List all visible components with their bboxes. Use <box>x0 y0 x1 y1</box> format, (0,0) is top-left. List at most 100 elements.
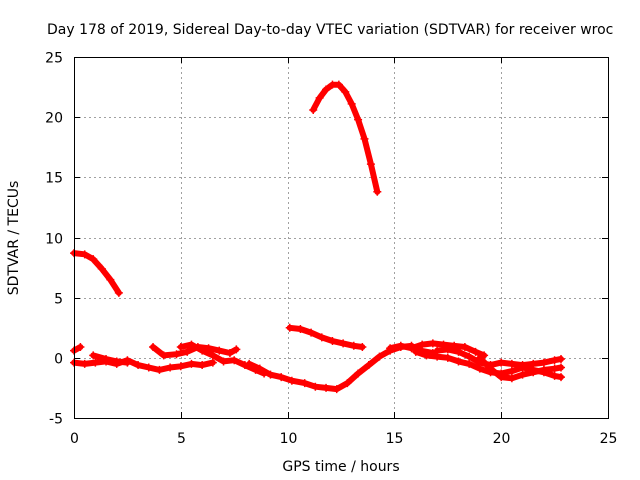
data-point <box>475 353 484 362</box>
data-point <box>341 87 350 96</box>
data-point <box>539 365 548 374</box>
data-point <box>497 358 506 367</box>
data-point <box>411 347 420 356</box>
data-point <box>198 361 207 370</box>
data-point <box>187 340 196 349</box>
data-point <box>334 80 343 89</box>
data-point <box>76 343 85 352</box>
data-point <box>486 364 495 373</box>
data-point <box>443 353 452 362</box>
data-point <box>428 339 437 348</box>
data-point <box>460 343 469 352</box>
y-tick-label: 25 <box>45 51 63 67</box>
data-point <box>347 99 356 108</box>
y-tick-label: 0 <box>54 352 63 368</box>
data-point <box>215 346 224 355</box>
y-tick-label: -5 <box>49 412 63 428</box>
data-point <box>358 343 367 352</box>
data-point <box>550 371 559 380</box>
data-point <box>232 345 241 354</box>
data-point <box>287 376 296 385</box>
data-point <box>245 359 254 368</box>
y-axis-title: SDTVAR / TECUs <box>6 181 22 296</box>
data-point <box>106 275 115 284</box>
data-point <box>166 363 175 372</box>
data-point <box>80 250 89 259</box>
x-axis-title: GPS time / hours <box>282 459 399 475</box>
y-tick-label: 10 <box>45 232 63 248</box>
data-point <box>208 351 217 360</box>
y-tick-label: 15 <box>45 171 63 187</box>
series-arc-early-high <box>70 249 123 297</box>
data-point <box>230 356 239 365</box>
data-point <box>102 355 111 364</box>
data-point <box>266 370 275 379</box>
series-line <box>387 340 488 359</box>
data-point <box>443 345 452 354</box>
data-point <box>550 364 559 373</box>
data-point <box>465 359 474 368</box>
data-point <box>277 373 286 382</box>
data-point <box>465 352 474 361</box>
data-point <box>285 323 294 332</box>
data-point <box>219 357 228 366</box>
data-point <box>433 346 442 355</box>
data-point <box>159 351 168 360</box>
data-point <box>354 369 363 378</box>
data-point <box>507 359 516 368</box>
data-point <box>557 355 566 364</box>
data-point <box>407 344 416 353</box>
data-point <box>225 349 234 358</box>
x-tick-label: 10 <box>280 431 298 447</box>
data-point <box>176 362 185 371</box>
data-point <box>91 358 100 367</box>
data-point <box>418 340 427 349</box>
data-point <box>422 351 431 360</box>
data-point <box>343 379 352 388</box>
data-point <box>454 347 463 356</box>
data-point <box>296 324 305 333</box>
data-point <box>149 343 158 352</box>
data-point <box>311 382 320 391</box>
data-point <box>386 344 395 353</box>
y-tick-label: 20 <box>45 111 63 127</box>
data-point <box>328 336 337 345</box>
data-point <box>309 105 318 114</box>
data-series-group <box>70 80 566 394</box>
data-point <box>497 373 506 382</box>
series-arc-mid-lower <box>176 340 269 378</box>
data-point <box>339 339 348 348</box>
data-point <box>176 343 185 352</box>
x-tick-label: 20 <box>493 431 511 447</box>
data-point <box>332 385 341 394</box>
chart-title: Day 178 of 2019, Sidereal Day-to-day VTE… <box>47 22 613 38</box>
data-point <box>112 357 121 366</box>
y-tick-label: 5 <box>54 292 63 308</box>
data-point <box>364 361 373 370</box>
series-line <box>90 352 131 366</box>
series-arc-late-d <box>475 353 566 383</box>
data-point <box>375 352 384 361</box>
data-point <box>507 374 516 383</box>
data-point <box>518 370 527 379</box>
data-point <box>518 361 527 370</box>
data-point <box>373 187 382 196</box>
data-point <box>396 341 405 350</box>
data-point <box>529 368 538 377</box>
x-tick-label: 5 <box>177 431 186 447</box>
series-line <box>246 342 436 393</box>
data-point <box>97 264 106 273</box>
data-point <box>557 373 566 382</box>
data-point <box>360 134 369 143</box>
data-point <box>300 379 309 388</box>
series-arc-early-low-2 <box>89 351 132 367</box>
data-point <box>454 357 463 366</box>
data-point <box>354 115 363 124</box>
series-arc-peak <box>309 80 382 196</box>
data-point <box>349 341 358 350</box>
data-point <box>198 346 207 355</box>
data-point <box>550 356 559 365</box>
data-point <box>80 359 89 368</box>
data-point <box>557 363 566 372</box>
